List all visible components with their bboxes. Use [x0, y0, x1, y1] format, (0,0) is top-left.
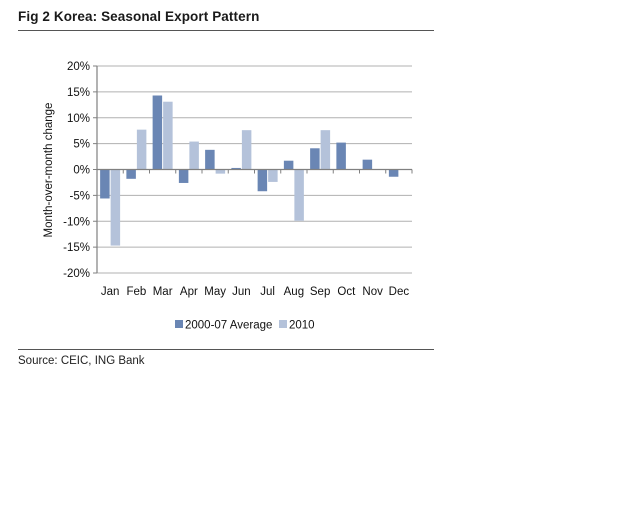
- y-tick-label: 5%: [73, 139, 90, 151]
- bar-avg-nov: [362, 159, 373, 170]
- bar-2010-sep: [320, 130, 331, 170]
- bar-avg-sep: [310, 148, 320, 170]
- x-tick-label: Jul: [260, 286, 275, 298]
- legend: 2000-07 Average 2010: [175, 320, 315, 332]
- legend-label-2010: 2010: [289, 320, 315, 332]
- bar-avg-aug: [283, 160, 294, 170]
- bar-2010-jul: [268, 169, 278, 182]
- y-tick-label: 10%: [67, 113, 90, 125]
- bar-avg-apr: [178, 169, 189, 183]
- bar-2010-feb: [136, 129, 147, 170]
- figure-title: Fig 2 Korea: Seasonal Export Pattern: [18, 9, 260, 24]
- bar-2010-jun: [241, 130, 252, 170]
- x-tick-label: Feb: [126, 286, 146, 298]
- x-tick-label: Jan: [101, 286, 120, 298]
- legend-label-avg: 2000-07 Average: [185, 320, 272, 332]
- bar-avg-jan: [100, 169, 110, 199]
- bar-2010-jan: [110, 169, 121, 246]
- tick-labels: 20% 15% 10% 5% 0% -5% -10% -15% -20% Jan Feb Mar Apr…: [63, 61, 409, 298]
- x-tick-label: May: [204, 286, 226, 298]
- y-axis-label: Month-over-month change: [43, 103, 55, 238]
- gridlines: [97, 65, 412, 274]
- source-note: Source: CEIC, ING Bank: [18, 355, 145, 367]
- y-tick-label: -10%: [63, 216, 90, 228]
- legend-swatch-2010: [279, 320, 287, 328]
- x-tick-label: Apr: [180, 286, 198, 298]
- bar-avg-may: [205, 149, 215, 170]
- bar-2010-mar: [163, 101, 173, 170]
- y-tick-label: -15%: [63, 242, 90, 254]
- x-tick-label: Dec: [389, 286, 410, 298]
- bars: [100, 95, 399, 246]
- bar-avg-jul: [257, 169, 268, 192]
- bar-avg-mar: [152, 95, 163, 170]
- bar-avg-oct: [336, 142, 346, 170]
- x-tick-label: Sep: [310, 286, 330, 298]
- title-rule: [18, 30, 434, 31]
- chart: 20% 15% 10% 5% 0% -5% -10% -15% -20% Jan Feb Mar Apr…: [43, 61, 413, 332]
- x-tick-label: Oct: [337, 286, 356, 298]
- x-tick-label: Nov: [362, 286, 383, 298]
- legend-swatch-avg: [175, 320, 183, 328]
- x-tick-label: Jun: [232, 286, 251, 298]
- bar-2010-apr: [189, 141, 199, 170]
- bar-avg-feb: [126, 169, 136, 179]
- y-tick-label: 15%: [67, 87, 90, 99]
- y-tick-label: 0%: [73, 165, 90, 177]
- bar-2010-aug: [294, 169, 304, 221]
- bar-avg-dec: [388, 169, 399, 177]
- y-tick-label: -20%: [63, 268, 90, 280]
- y-tick-label: 20%: [67, 61, 90, 73]
- bar-avg-jun: [231, 167, 241, 170]
- x-tick-label: Aug: [284, 286, 304, 298]
- y-tick-label: -5%: [70, 190, 90, 202]
- x-tick-label: Mar: [153, 286, 173, 298]
- source-rule: [18, 349, 434, 350]
- bar-2010-may: [215, 169, 226, 174]
- axes: [93, 65, 413, 274]
